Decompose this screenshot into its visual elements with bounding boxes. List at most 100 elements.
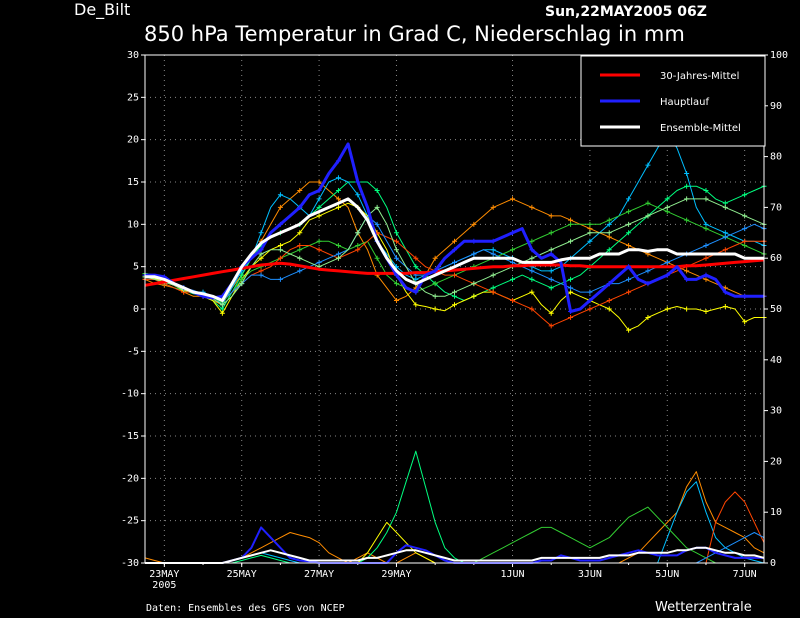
y-tick-label-left: 20 [127,135,139,146]
temp-member-5-point [548,230,554,236]
temp-member-6-point [568,314,574,320]
temp-member-8-point [239,281,245,287]
temp-member-2-point [703,187,709,193]
temp-hauptlauf-point [258,247,264,253]
temp-member-5-point [587,221,593,227]
temp-member-2-point [684,183,690,189]
temp-member-8-point [258,251,264,257]
y-axis-left: 30 25 20 15 10 5 0 -5 -10 -15 -20 -25 -30 [121,50,145,569]
plot-frame [144,54,765,564]
temp-member-1-point [587,226,593,232]
temp-member-1-point [548,213,554,219]
temp-member-1-point [529,204,535,210]
temp-hauptlauf-point [548,251,554,257]
temp-member-6-point [277,255,283,261]
temp-member-1-point [393,298,399,304]
temp-member-2-point [722,200,728,206]
location-label: De_Bilt [74,0,130,20]
temp-member-2-point [374,187,380,193]
temp-member-6-point [548,323,554,329]
temp-member-5-point [684,217,690,223]
temp-member-1-point [684,268,690,274]
temp-member-2-point [316,204,322,210]
temp-member-7-point [664,259,670,265]
temp-member-3-point [335,175,341,181]
temp-member-8-point [722,204,728,210]
temp-hauptlauf-point [722,289,728,295]
temp-member-3-point [490,247,496,253]
temp-member-2-point [626,230,632,236]
temp-member-6-point [355,247,361,253]
temp-member-7-point [568,285,574,291]
temp-hauptlauf-point [297,204,303,210]
x-tick-label: 25MAY [227,569,257,580]
temp-hauptlauf-point [471,238,477,244]
temp-member-4-point [413,302,419,308]
temp-member-3-point [606,221,612,227]
temp-member-3-point [587,238,593,244]
temp-member-2-point [490,285,496,291]
temp-mean30 [144,258,765,287]
temp-member-3-point [722,230,728,236]
temp-member-1-point [277,204,283,210]
temp-member-4-point [626,327,632,333]
y-tick-label-left: -5 [127,346,139,357]
y-tick-label-left: -15 [121,431,139,442]
temp-member-4-point [645,314,651,320]
temp-member-1-point [490,204,496,210]
temp-member-4-point [664,306,670,312]
temp-member-8-point [393,247,399,253]
temp-hauptlauf-point [664,272,670,278]
temp-member-8-point [664,204,670,210]
temp-member-4-point [452,302,457,308]
temp-member-8-point [626,221,632,227]
y-tick-label-right: 100 [770,50,788,61]
temp-member-7-point [742,226,748,232]
temp-member-6-point [510,298,516,304]
x-tick-label: 1JUN [500,569,524,580]
temp-member-8-point [490,272,496,278]
temp-member-6-point [742,238,748,244]
temp-member-3-point [277,192,283,198]
y-tick-label-left: 5 [133,262,139,273]
temp-member-3-point [626,196,632,202]
temp-member-5-point [664,209,670,215]
temp-member-1-point [606,234,612,240]
temp-hauptlauf-point [277,221,283,227]
temp-member-8-point [432,293,438,299]
temp-hauptlauf-point [587,298,593,304]
temp-member-5-point [316,238,322,244]
temp-member-2-point [606,247,612,253]
temp-hauptlauf-point [626,264,632,270]
y-tick-label-left: 0 [133,304,139,315]
temp-hauptlauf-point [490,238,496,244]
temp-member-1-point [510,196,516,202]
temp-member-4-point [219,310,225,316]
y-tick-label-right: 70 [770,202,782,213]
temp-member-3-point [684,171,690,177]
temp-member-8-point [219,302,225,308]
temp-member-7-point [335,251,341,257]
temp-member-4-point [722,303,728,309]
temp-hauptlauf-point [703,272,709,278]
x-tick-label: 5JUN [655,569,679,580]
temp-hauptlauf-point [393,272,399,278]
temp-member-7-point [258,272,264,278]
temp-member-3-point [355,192,361,198]
temp-member-4-point [277,243,283,248]
temp-member-6-point [722,247,728,253]
temp-member-7-point [529,268,535,274]
temp-member-5-point [239,276,245,282]
temp-member-5-point [529,238,535,244]
temp-member-6-point [452,272,457,278]
temp-hauptlauf-point [510,230,516,236]
temp-member-4-point [703,309,709,315]
y-tick-label-right: 10 [770,507,782,518]
temp-member-8-point [703,196,709,202]
temp-member-2-point [529,276,535,282]
temp-member-2-point [510,276,516,282]
temp-member-8-point [548,247,554,253]
x-tick-label: 3JUN [578,569,602,580]
temp-member-1-point [471,221,477,227]
